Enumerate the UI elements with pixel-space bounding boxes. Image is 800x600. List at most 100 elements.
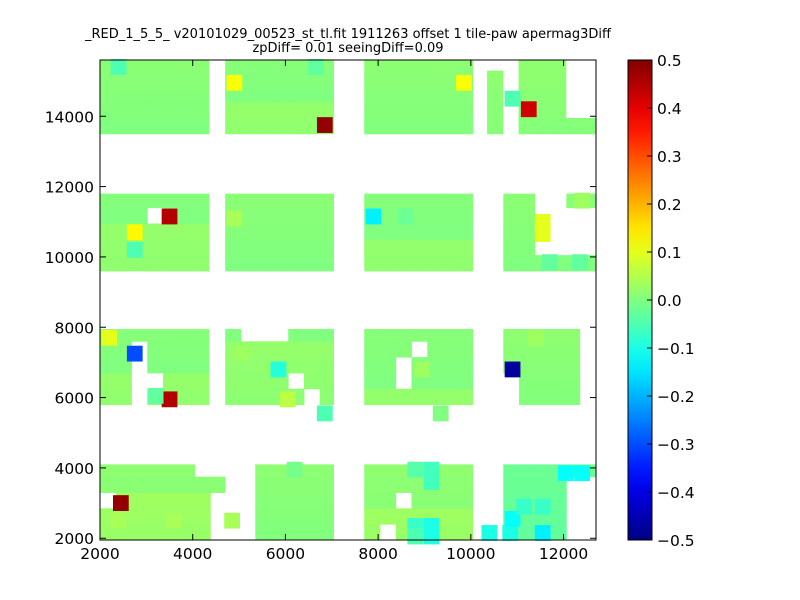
heatmap-cell	[303, 329, 321, 342]
heatmap-cell	[100, 372, 117, 390]
heatmap-cell	[550, 524, 567, 541]
heatmap-cell	[256, 70, 273, 87]
heatmap-cell	[443, 341, 460, 358]
heatmap-cell	[286, 508, 303, 525]
heatmap-cell	[427, 86, 444, 103]
heatmap-cell	[443, 464, 460, 478]
heatmap-cell	[225, 239, 242, 256]
heatmap-cell	[178, 102, 195, 119]
heatmap-cell	[364, 524, 381, 541]
heatmap-cell	[364, 372, 381, 390]
colorbar-tick-label: −0.3	[657, 436, 695, 454]
heatmap-cell	[194, 492, 211, 509]
heatmap-cell	[178, 508, 195, 525]
heatmap-cell	[178, 492, 195, 509]
heatmap-cell	[427, 255, 444, 272]
x-axis: 2000 4000 6000 8000 10000 12000	[80, 60, 588, 563]
heatmap-cell	[131, 70, 148, 87]
heatmap-cell	[178, 223, 195, 240]
heatmap-cell	[534, 213, 551, 230]
heatmap-cell	[318, 524, 335, 541]
heatmap-cell	[302, 476, 319, 493]
heatmap-cell	[379, 508, 397, 525]
heatmap-cell	[178, 476, 195, 493]
heatmap-cell	[534, 357, 551, 374]
heatmap-cell	[303, 372, 321, 390]
heatmap-cell	[316, 405, 333, 422]
heatmap-cell	[427, 239, 444, 256]
heatmap-cell	[303, 207, 321, 224]
colorbar-tick-label: −0.2	[657, 388, 695, 406]
heatmap-cell	[225, 193, 242, 209]
heatmap-cell	[364, 357, 381, 374]
heatmap-cell	[163, 102, 180, 119]
heatmap-cell	[519, 372, 536, 390]
heatmap-cell	[163, 223, 180, 240]
heatmap-cell	[115, 86, 132, 103]
heatmap-cell	[518, 86, 535, 103]
heatmap-cell	[411, 70, 428, 87]
heatmap-cell	[364, 70, 381, 87]
heatmap-cell	[100, 357, 117, 374]
heatmap-cell	[255, 476, 272, 493]
heatmap-cell	[256, 357, 273, 374]
heatmap-cell	[427, 341, 444, 358]
heatmap-cell	[272, 102, 289, 119]
heatmap-cell	[504, 361, 521, 378]
heatmap-cell	[286, 524, 303, 541]
heatmap-cell	[427, 193, 444, 209]
heatmap-cell	[288, 223, 305, 240]
heatmap-cell	[458, 508, 474, 525]
heatmap-cell	[411, 492, 428, 509]
heatmap-cell	[240, 60, 258, 71]
heatmap-cell	[364, 102, 381, 119]
heatmap-cell	[288, 86, 305, 103]
heatmap-cell	[534, 464, 551, 478]
heatmap-cell	[256, 102, 273, 119]
heatmap-cell	[131, 329, 148, 342]
heatmap-cell	[319, 102, 335, 119]
heatmap-cell	[318, 476, 335, 493]
heatmap-cell	[319, 255, 335, 272]
heatmap-cell	[581, 118, 597, 135]
heatmap-cell	[240, 255, 258, 272]
heatmap-cell	[240, 102, 258, 119]
heatmap-cell	[443, 388, 460, 406]
heatmap-cell	[100, 193, 117, 209]
heatmap-cell	[100, 102, 117, 119]
heatmap-cell	[411, 86, 428, 103]
heatmap-cell	[210, 476, 226, 493]
heatmap-cell	[178, 86, 195, 103]
heatmap-cell	[518, 118, 535, 135]
heatmap-cell	[110, 59, 127, 75]
heatmap-cell	[414, 361, 431, 378]
heatmap-cell	[286, 461, 303, 478]
heatmap-cell	[458, 207, 474, 224]
heatmap-cell	[194, 70, 210, 87]
heatmap-cell	[147, 476, 164, 493]
heatmap-cell	[565, 118, 583, 135]
heatmap-cell	[557, 465, 574, 482]
heatmap-cell	[115, 255, 132, 272]
heatmap-cell	[534, 86, 551, 103]
heatmap-cell	[574, 465, 590, 482]
heatmap-cell	[379, 207, 397, 224]
heatmap-cell	[519, 223, 536, 240]
heatmap-cell	[131, 102, 148, 119]
heatmap-cell	[256, 341, 273, 358]
heatmap-cell	[458, 255, 474, 272]
heatmap-cell	[364, 223, 381, 240]
y-axis: 2000 4000 6000 8000 10000 12000 14000	[45, 108, 596, 548]
heatmap-cell	[443, 524, 460, 541]
heatmap-cell	[395, 118, 412, 135]
heatmap-cell	[534, 525, 551, 541]
heatmap-cell	[550, 341, 567, 358]
heatmap-cell	[411, 223, 428, 240]
heatmap-cell	[131, 255, 148, 272]
heatmap-cell	[163, 372, 180, 390]
heatmap-cell	[443, 118, 460, 135]
heatmap-cell	[364, 60, 381, 71]
heatmap-cell	[458, 357, 474, 374]
heatmap-cell	[256, 239, 273, 256]
